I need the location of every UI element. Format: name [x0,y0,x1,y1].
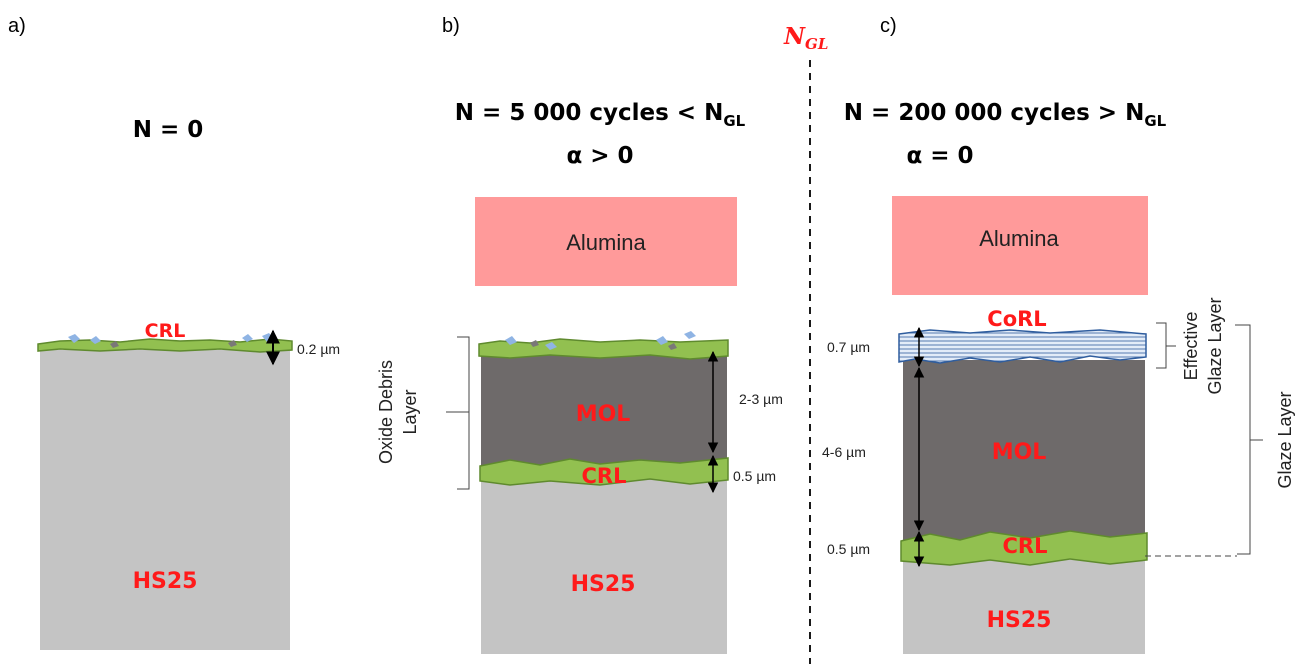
crl-thickness: 0.2 µm [297,341,340,357]
corl-layer [898,329,1147,364]
mol-thickness: 2-3 µm [739,391,783,407]
substrate-layer [40,350,290,650]
glaze-layer-bracket [1235,324,1263,555]
substrate-label: HS25 [987,608,1052,633]
effective-glaze-label-line2: Glaze Layer [1205,297,1225,394]
panel-a: a) N = 0 CRL HS25 0.2 µm [8,15,340,650]
crl-label: CRL [582,464,627,488]
crl-label: CRL [145,320,186,342]
mol-layer [481,350,727,472]
effective-glaze-label-line1: Effective [1181,312,1201,381]
mol-layer [903,360,1145,544]
crl-layer [900,530,1148,566]
oxide-debris-bracket [446,336,470,490]
oxide-debris-label-line1: Oxide Debris [376,360,396,464]
crl-thickness: 0.5 µm [827,541,870,557]
panel-c-label: c) [880,15,897,37]
panel-b-label: b) [442,15,460,37]
substrate-layer [481,478,727,654]
effective-glaze-bracket [1156,322,1176,369]
substrate-layer [903,560,1145,654]
alumina-counterface [475,197,737,286]
panel-b: b) N = 5 000 cycles < NGL α > 0 Alumina … [376,15,783,654]
crl-thickness: 0.5 µm [733,468,776,484]
panel-b-alpha: α > 0 [566,143,633,169]
alumina-counterface [892,196,1148,295]
glaze-layer-label: Glaze Layer [1275,391,1295,488]
alumina-label: Alumina [979,226,1059,251]
panel-b-title: N = 5 000 cycles < NGL [455,100,746,130]
mol-label: MOL [992,440,1047,465]
panel-c-alpha: α = 0 [906,143,973,169]
panel-a-title: N = 0 [133,117,204,143]
corl-label: CoRL [987,307,1046,331]
crl-label: CRL [1003,534,1048,558]
panel-c: c) N = 200 000 cycles > NGL α = 0 Alumin… [822,15,1295,654]
alumina-label: Alumina [566,230,646,255]
threshold-label: NGL [783,23,828,53]
mol-thickness: 4-6 µm [822,444,866,460]
crl-layer [479,457,729,486]
substrate-label: HS25 [571,572,636,597]
substrate-label: HS25 [133,569,198,594]
corl-thickness: 0.7 µm [827,339,870,355]
mol-label: MOL [576,402,631,427]
oxide-debris-label-line2: Layer [400,389,420,434]
threshold-marker: NGL [783,23,828,664]
oxide-particles [505,331,696,350]
crl-top-layer [478,338,729,360]
crl-layer [37,338,293,353]
panel-c-title: N = 200 000 cycles > NGL [844,100,1167,130]
panel-a-label: a) [8,15,26,37]
